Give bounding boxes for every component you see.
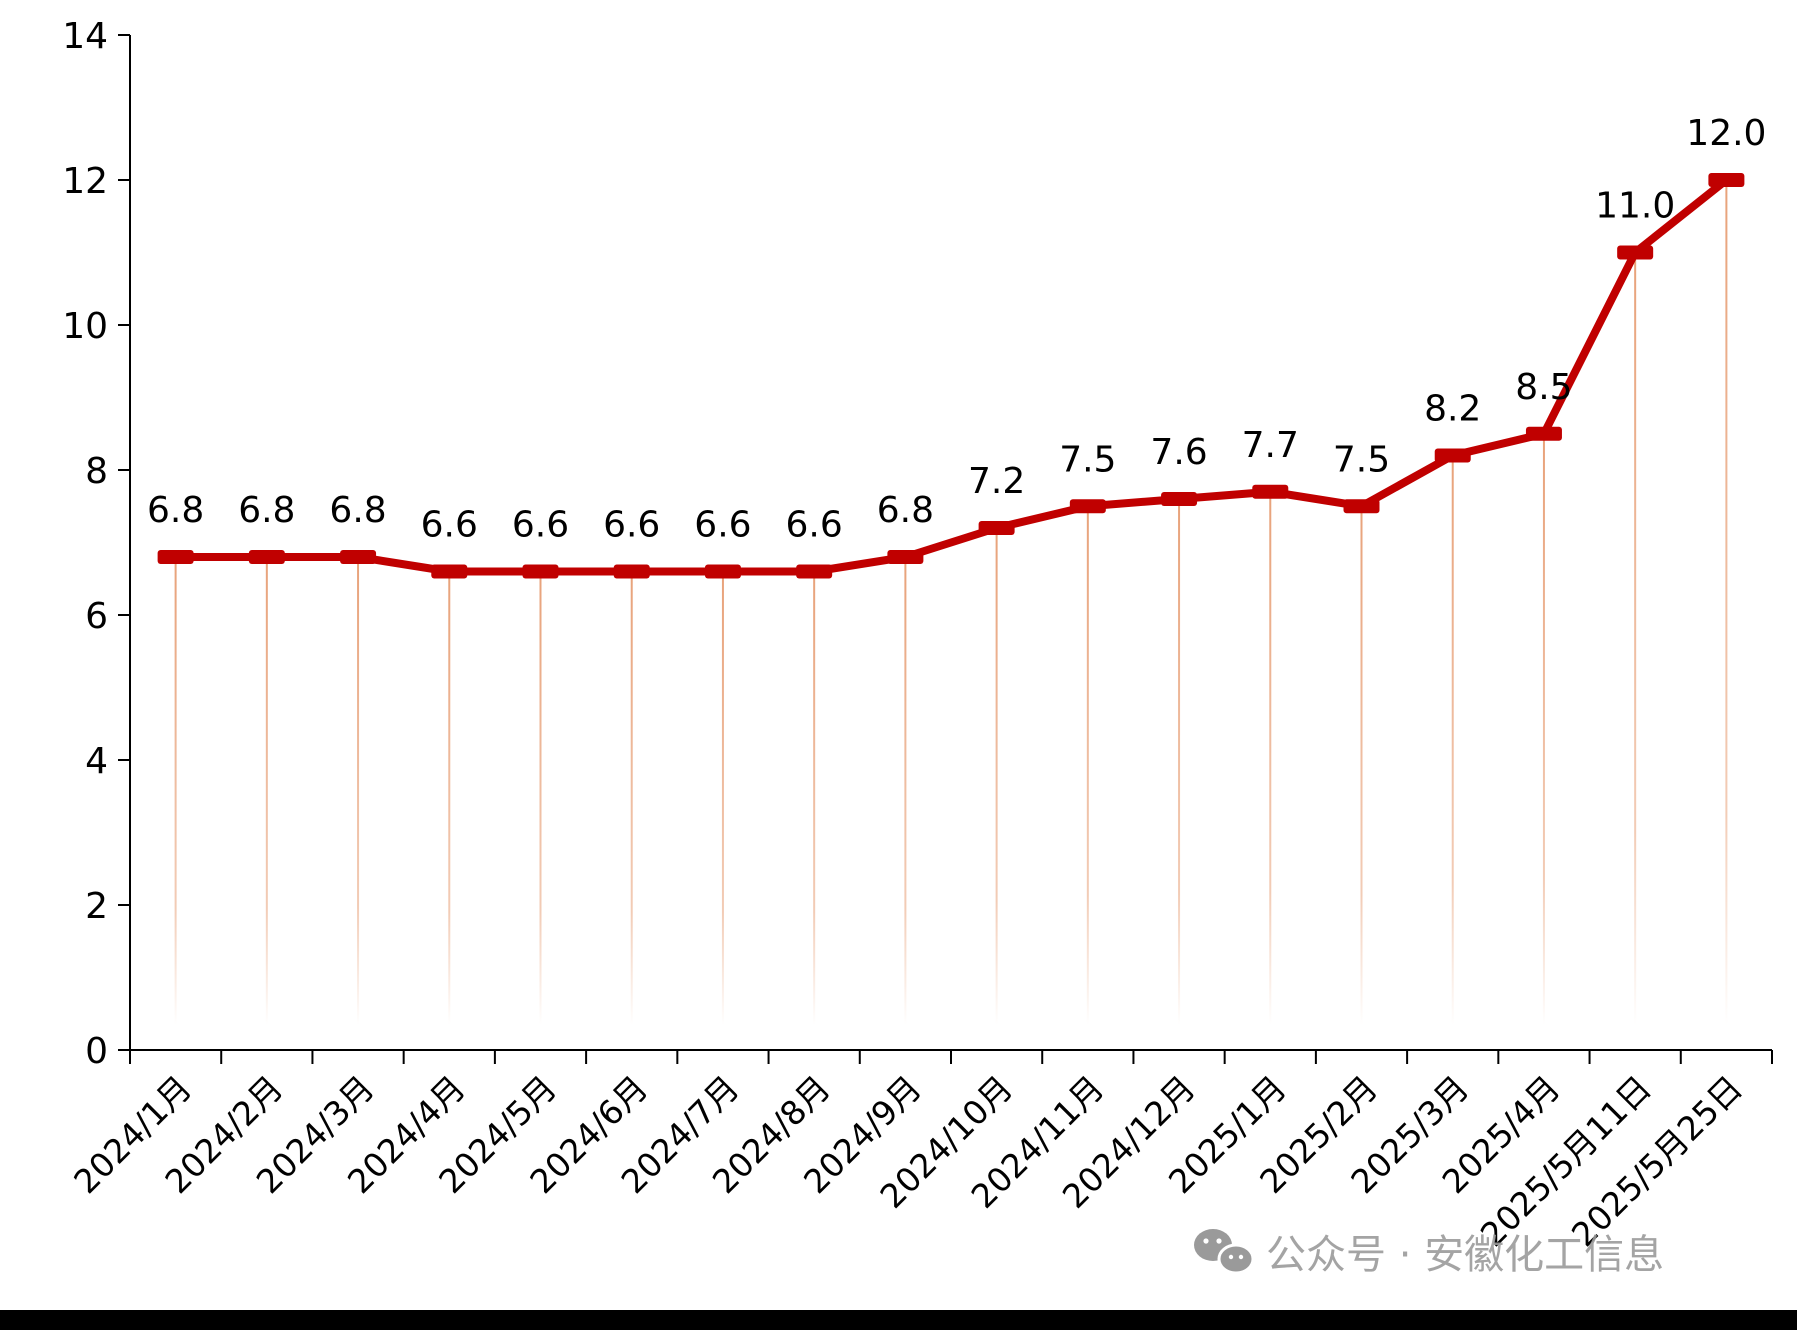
data-point <box>704 564 741 579</box>
data-point <box>1708 173 1745 187</box>
data-point <box>1525 426 1562 441</box>
data-point <box>1343 499 1380 514</box>
data-label: 6.8 <box>238 490 295 531</box>
drop-line <box>357 557 360 1025</box>
data-label: 6.6 <box>603 505 660 546</box>
drop-line <box>630 571 633 1025</box>
data-point <box>1069 499 1106 514</box>
drop-line <box>1451 455 1454 1025</box>
watermark: 公众号 · 安徽化工信息 <box>1194 1229 1664 1278</box>
drop-line <box>539 571 542 1025</box>
data-point <box>1617 245 1654 260</box>
data-label: 8.5 <box>1515 367 1572 408</box>
drop-line <box>1086 506 1089 1025</box>
data-point <box>978 521 1015 535</box>
data-label: 6.6 <box>512 505 569 546</box>
data-labels: 6.8 6.8 6.8 6.6 6.6 6.6 6.6 6.6 6.8 7.2 7.5 7.6 7.7 7… <box>147 113 1766 546</box>
data-point <box>613 564 650 579</box>
drop-line <box>721 571 724 1025</box>
drop-line <box>1269 491 1272 1025</box>
drop-line <box>1634 252 1637 1025</box>
data-point <box>1161 492 1198 506</box>
bottom-bar <box>0 1310 1797 1330</box>
y-tick-label: 2 <box>85 886 108 927</box>
data-point <box>796 564 833 579</box>
drop-line <box>995 528 998 1025</box>
data-label: 7.6 <box>1150 432 1207 473</box>
data-label: 8.2 <box>1424 389 1481 430</box>
data-label: 6.6 <box>786 505 843 546</box>
data-point <box>340 550 377 564</box>
data-label: 6.6 <box>421 505 478 546</box>
data-label: 12.0 <box>1686 113 1766 154</box>
drop-line <box>1725 180 1728 1025</box>
y-tick-label: 12 <box>62 161 108 202</box>
data-label: 6.6 <box>694 505 751 546</box>
series-line <box>171 176 1731 576</box>
drop-line <box>1360 506 1363 1025</box>
data-point <box>1434 448 1471 463</box>
data-point <box>431 564 468 579</box>
data-point <box>1252 484 1289 499</box>
y-tick-label: 10 <box>62 306 108 347</box>
y-tick-label: 8 <box>85 451 108 492</box>
data-point <box>522 564 559 579</box>
drop-line <box>904 557 907 1025</box>
data-label: 7.7 <box>1242 425 1299 466</box>
drop-line <box>1178 499 1181 1025</box>
data-label: 6.8 <box>147 490 204 531</box>
y-tick-label: 4 <box>85 741 108 782</box>
watermark-text: 公众号 · 安徽化工信息 <box>1266 1232 1664 1278</box>
drop-line <box>1542 433 1545 1025</box>
data-label: 6.8 <box>329 490 386 531</box>
y-tick-label: 6 <box>85 596 108 637</box>
data-label: 7.5 <box>1333 439 1390 480</box>
data-label: 7.5 <box>1059 439 1116 480</box>
axes: 024681012142024/1月2024/2月2024/3月2024/4月2… <box>62 16 1773 1254</box>
data-point <box>157 550 194 564</box>
y-tick-label: 0 <box>85 1031 108 1072</box>
wechat-icon <box>1194 1229 1255 1275</box>
data-label: 11.0 <box>1595 186 1675 227</box>
drop-line <box>448 571 451 1025</box>
series-layer <box>157 173 1745 579</box>
data-label: 7.2 <box>968 461 1025 502</box>
drop-lines <box>174 180 1728 1025</box>
data-label: 6.8 <box>877 490 934 531</box>
data-point <box>248 550 285 564</box>
drop-line <box>265 557 268 1025</box>
y-tick-label: 14 <box>62 16 108 57</box>
data-point <box>887 550 924 564</box>
drop-line <box>813 571 816 1025</box>
drop-line <box>174 557 177 1025</box>
